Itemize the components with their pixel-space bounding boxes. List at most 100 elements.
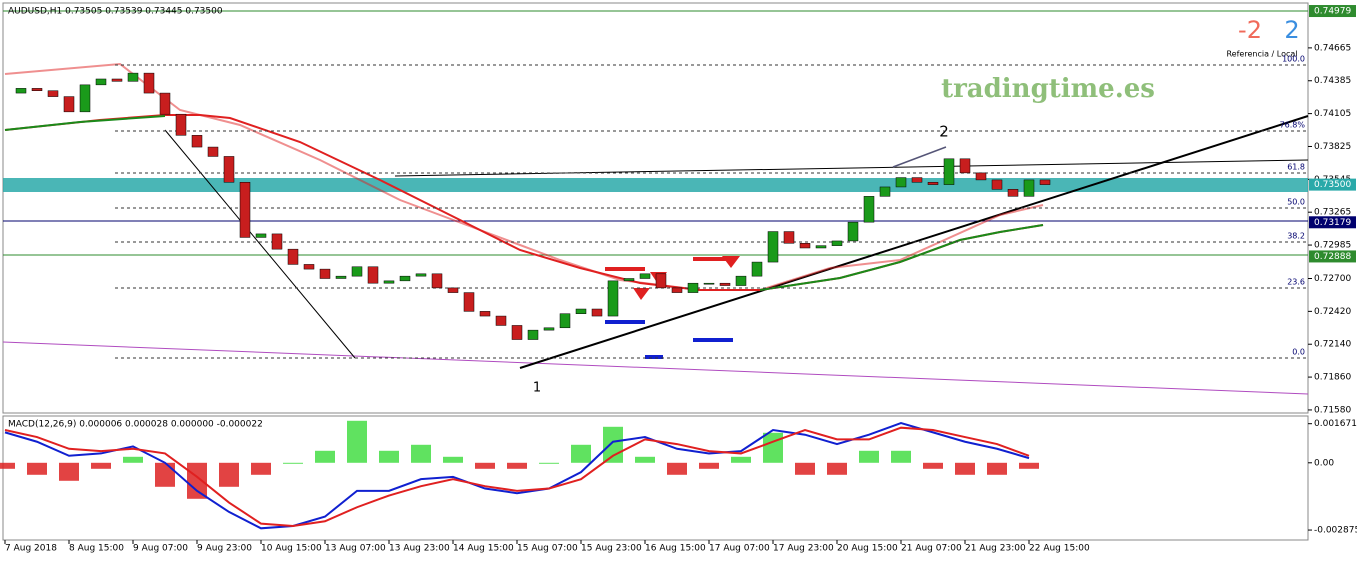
- x-tick-label: 9 Aug 07:00: [133, 544, 188, 554]
- macd-histogram: [603, 426, 623, 463]
- candle: [1023, 179, 1035, 197]
- moving-average: [4, 115, 166, 131]
- macd-line: [4, 426, 1030, 527]
- x-tick-label: 7 Aug 2018: [5, 544, 57, 554]
- macd-histogram: [0, 462, 15, 469]
- macd-histogram: [91, 462, 111, 469]
- macd-histogram: [123, 456, 143, 463]
- price-box-label: 0.73179: [1314, 218, 1351, 228]
- candle: [159, 92, 171, 115]
- macd-histogram: [763, 432, 783, 463]
- macd-histogram: [859, 450, 879, 463]
- macd-histogram: [731, 456, 751, 463]
- fib-label: 0.0: [1292, 347, 1305, 356]
- candle: [703, 282, 715, 285]
- fib-label: 38.2: [1287, 232, 1305, 241]
- x-tick-label: 17 Aug 23:00: [773, 544, 834, 554]
- candle: [607, 280, 619, 317]
- price-box: [1309, 178, 1356, 191]
- macd-histogram: [795, 462, 815, 475]
- wave-label: 1: [533, 381, 541, 396]
- candle: [447, 287, 459, 293]
- fib-label: 23.6: [1287, 278, 1305, 287]
- y-tick-label: 0.72985: [1314, 241, 1351, 251]
- candle: [719, 282, 731, 286]
- ref-right: 2: [1284, 16, 1299, 44]
- macd-title: MACD(12,26,9) 0.000006 0.000028 0.000000…: [8, 420, 263, 430]
- candle: [639, 273, 651, 279]
- trend-line: [164, 129, 356, 359]
- candle: [575, 308, 587, 314]
- candle: [879, 186, 891, 197]
- macd-histogram: [891, 450, 911, 463]
- x-tick-label: 13 Aug 23:00: [389, 544, 450, 554]
- y-tick-label: 0.74105: [1314, 109, 1351, 119]
- candle: [831, 240, 843, 246]
- x-tick-label: 21 Aug 07:00: [901, 544, 962, 554]
- candle: [383, 280, 395, 284]
- candle: [687, 282, 699, 293]
- y-tick-label: 0.72140: [1314, 340, 1351, 350]
- watermark: tradingtime.es: [941, 74, 1155, 104]
- y-tick-label: 0.72700: [1314, 274, 1351, 284]
- candle: [943, 158, 955, 185]
- x-tick-label: 10 Aug 15:00: [261, 544, 322, 554]
- candle: [31, 88, 43, 91]
- x-tick-label: 15 Aug 07:00: [517, 544, 578, 554]
- macd-histogram: [283, 462, 303, 464]
- candle: [847, 221, 859, 242]
- candle: [863, 196, 875, 223]
- price-box-label: 0.72888: [1314, 252, 1351, 262]
- candle: [143, 72, 155, 94]
- macd-histogram: [667, 462, 687, 475]
- macd-histogram: [187, 462, 207, 499]
- candle: [271, 233, 283, 250]
- macd-frame: [2, 415, 1309, 541]
- candle: [255, 233, 267, 238]
- macd-histogram: [571, 444, 591, 463]
- candle: [975, 172, 987, 181]
- y-tick-label: 0.71860: [1314, 373, 1351, 383]
- macd-histogram: [507, 462, 527, 469]
- candle: [927, 182, 939, 185]
- candle: [95, 78, 107, 86]
- macd-histogram: [219, 462, 239, 487]
- macd-histogram: [635, 456, 655, 463]
- price-box: [1309, 5, 1356, 18]
- candle: [895, 177, 907, 188]
- y-tick-label: 0.001671: [1314, 419, 1357, 429]
- candle: [655, 273, 667, 289]
- macd-histogram: [315, 450, 335, 463]
- candle: [959, 158, 971, 174]
- macd-histogram: [251, 462, 271, 475]
- candle: [415, 273, 427, 277]
- macd-histogram: [1019, 462, 1039, 469]
- macd-histogram: [411, 444, 431, 463]
- symbol-info: AUDUSD,H1 0.73505 0.73539 0.73445 0.7350…: [8, 7, 223, 17]
- candle: [799, 243, 811, 249]
- macd-histogram: [955, 462, 975, 475]
- resistance-zone: [3, 178, 1308, 192]
- candle: [63, 96, 75, 113]
- trend-line: [2, 341, 1309, 395]
- candle: [671, 287, 683, 293]
- candle: [431, 273, 443, 289]
- candle: [303, 264, 315, 270]
- y-tick-label: -0.002875: [1314, 526, 1357, 536]
- candle: [351, 266, 363, 277]
- price-frame: [2, 2, 1309, 414]
- candle: [815, 245, 827, 249]
- candle: [751, 261, 763, 277]
- x-tick-label: 17 Aug 07:00: [709, 544, 770, 554]
- candle: [399, 275, 411, 282]
- candle: [991, 179, 1003, 190]
- macd-histogram: [827, 462, 847, 475]
- candle: [1007, 189, 1019, 197]
- candle: [463, 292, 475, 312]
- macd-histogram: [923, 462, 943, 469]
- fib-label: 50.0: [1287, 197, 1305, 206]
- y-tick-label: 0.74665: [1314, 43, 1351, 53]
- x-tick-label: 9 Aug 23:00: [197, 544, 252, 554]
- candle: [911, 177, 923, 183]
